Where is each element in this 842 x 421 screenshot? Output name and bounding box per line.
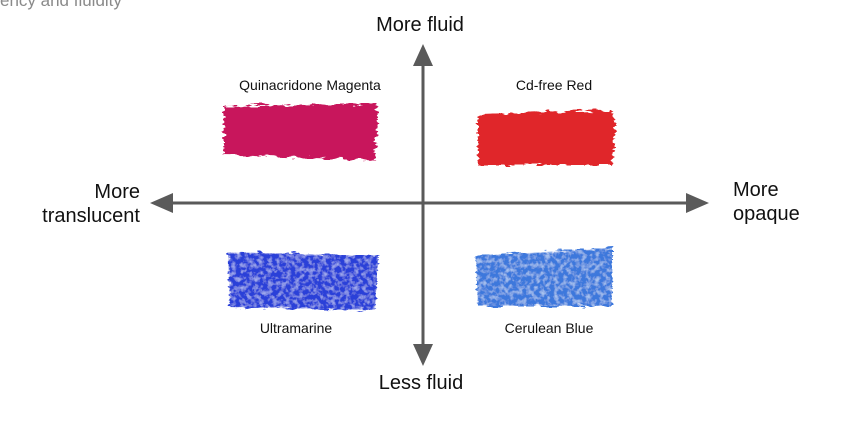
label-quinacridone-magenta: Quinacridone Magenta [239,77,381,93]
axis-label-more-opaque: More opaque [733,178,800,226]
axis-label-left-line1: More [94,181,140,203]
axis-label-right-line1: More [733,179,779,201]
axis-label-less-fluid: Less fluid [378,372,464,394]
swatch-magenta [224,104,378,160]
swatch-red [478,110,615,165]
arrow-right-icon [686,193,709,213]
label-cerulean-blue: Cerulean Blue [504,320,594,336]
axis-label-left-line2: translucent [42,205,140,227]
arrow-up-icon [413,44,433,66]
top-caption: ency and fluidity [0,0,122,10]
axis-label-more-fluid: More fluid [376,14,464,36]
arrow-left-icon [150,193,173,213]
label-ultramarine: Ultramarine [259,320,333,336]
vertical-axis [413,44,433,366]
horizontal-axis [150,193,709,213]
axis-label-right-line2: opaque [733,203,800,225]
swatch-ultramarine [228,252,378,310]
axis-label-more-translucent: More translucent [42,180,140,228]
label-cd-free-red: Cd-free Red [515,77,593,93]
swatch-cerulean [476,248,612,306]
arrow-down-icon [413,344,433,366]
